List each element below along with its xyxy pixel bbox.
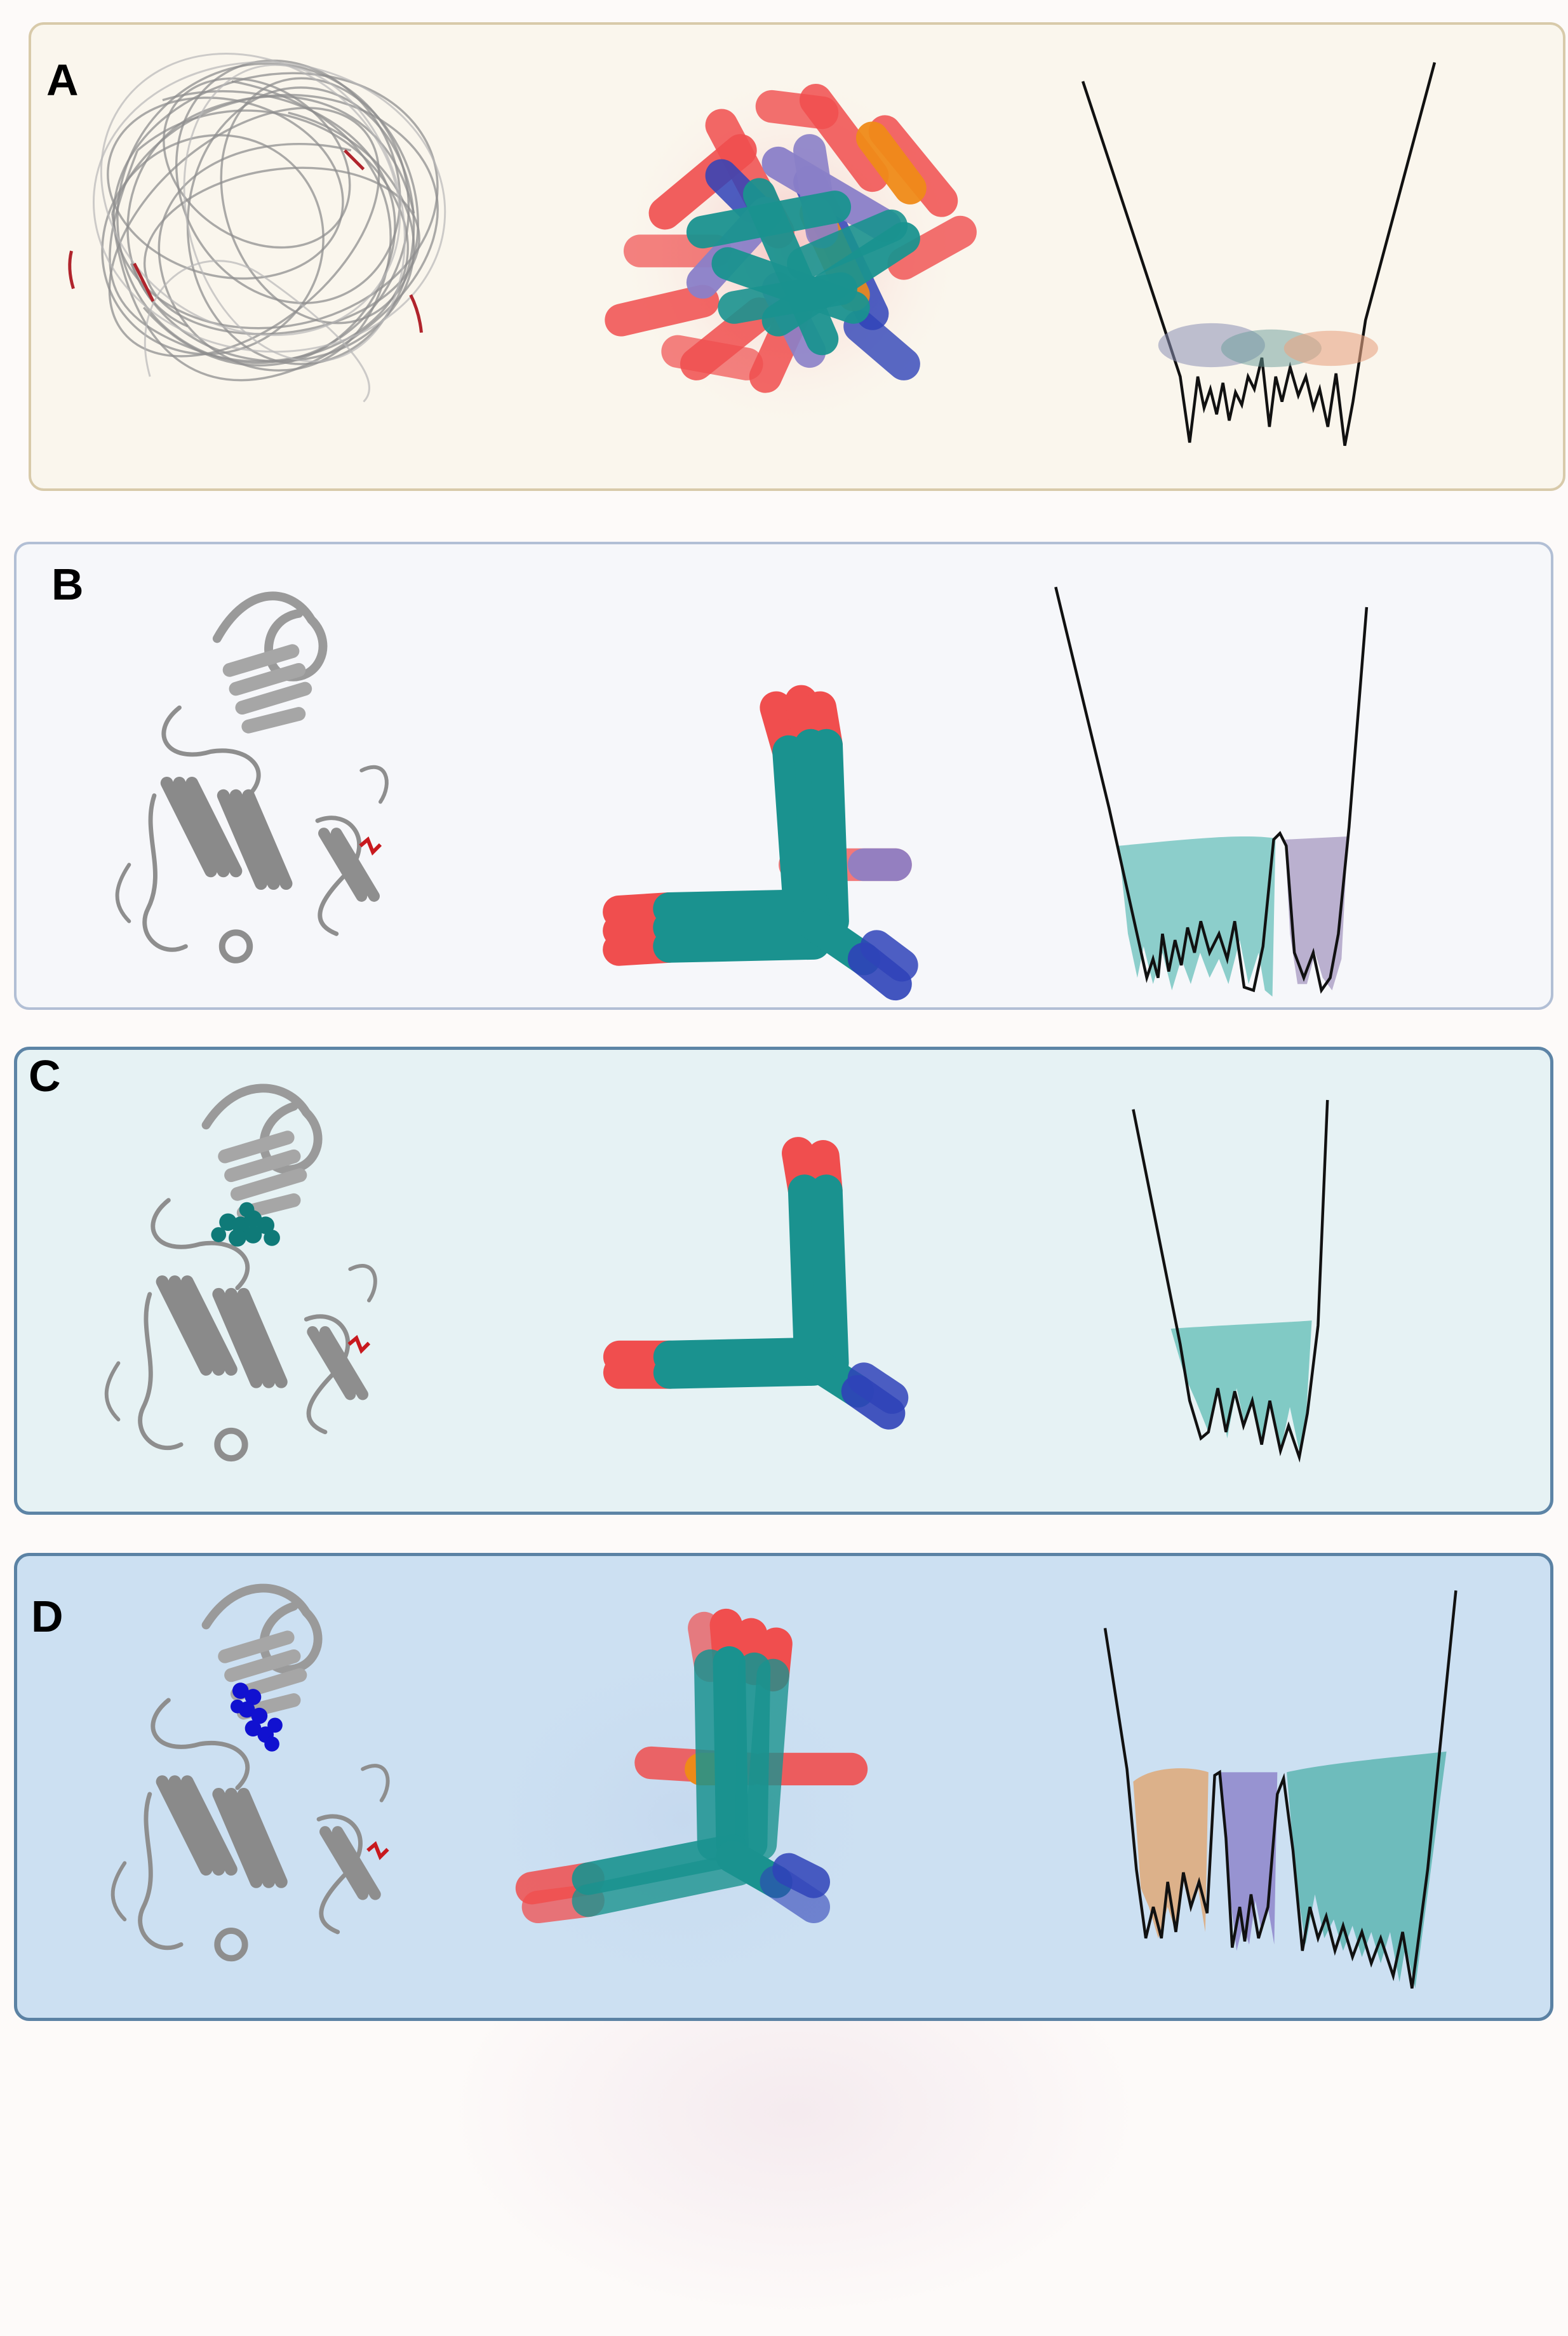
panel-c-inhibitor-bound: C <box>14 1047 1553 1515</box>
panel-a-artwork <box>68 53 1437 446</box>
residue-conformers-d <box>515 1608 868 1924</box>
panel-d-label: D <box>31 1592 64 1641</box>
energy-landscape-d <box>1103 1590 1457 1989</box>
basin-teal-d <box>1287 1751 1447 1989</box>
energy-landscape-a <box>1081 62 1437 446</box>
energy-landscape-b <box>1054 586 1369 994</box>
panel-d-activator-bound: D <box>14 1553 1553 2021</box>
panel-b-label: B <box>51 560 84 609</box>
mutation-site-d <box>366 1841 389 1860</box>
basin-teal-b <box>1118 836 1276 997</box>
residue-conformers-c <box>603 1137 909 1430</box>
disordered-chain-light <box>92 53 446 403</box>
panel-d-artwork <box>111 1583 1457 2018</box>
panel-b-apo-state: B <box>14 542 1553 1010</box>
mutation-highlights <box>68 149 423 333</box>
mutation-site-c <box>347 1334 371 1354</box>
population-orange-ellipse <box>1283 330 1378 366</box>
mutation-site-b <box>359 836 382 856</box>
panel-a-label: A <box>46 55 79 105</box>
panel-b-artwork <box>115 586 1369 1001</box>
inhibitor-ligand-c <box>211 1202 280 1247</box>
ensemble-haze-d <box>444 1612 920 2018</box>
basin-lavender-b <box>1285 836 1348 991</box>
basin-purple-d <box>1221 1772 1278 1951</box>
kinase-cartoon-d <box>111 1583 390 1962</box>
disordered-chain-tangle <box>101 59 439 382</box>
panel-a-disordered-ensemble: A <box>29 22 1565 491</box>
basin-orange-d <box>1133 1768 1209 1938</box>
residue-conformers-b <box>603 685 918 1001</box>
panel-c-artwork <box>104 1084 1329 1463</box>
residue-ensemble <box>605 83 977 393</box>
kinase-cartoon-b <box>115 591 389 963</box>
basin-teal-c <box>1170 1320 1312 1451</box>
activator-ligand-d <box>230 1682 283 1752</box>
energy-landscape-c <box>1132 1099 1329 1463</box>
panel-c-label: C <box>29 1051 61 1101</box>
kinase-cartoon-c <box>104 1084 377 1462</box>
